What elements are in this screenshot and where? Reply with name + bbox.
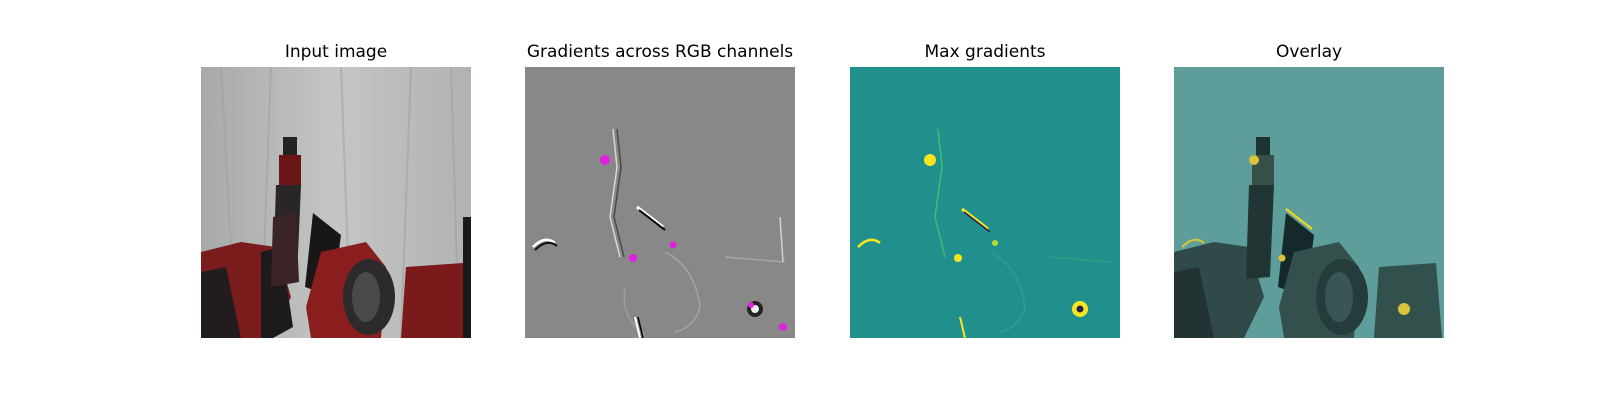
- gradients-rgb-image: [525, 67, 795, 338]
- panel-title-max-gradients: Max gradients: [924, 42, 1046, 62]
- overlay-image: [1174, 67, 1444, 338]
- panel-title-overlay: Overlay: [1275, 42, 1343, 62]
- panel-title-gradients-rgb: Gradients across RGB channels: [526, 42, 794, 62]
- max-gradients-image: [850, 67, 1120, 338]
- panel-title-input: Input image: [284, 42, 388, 62]
- input-image: [201, 67, 471, 338]
